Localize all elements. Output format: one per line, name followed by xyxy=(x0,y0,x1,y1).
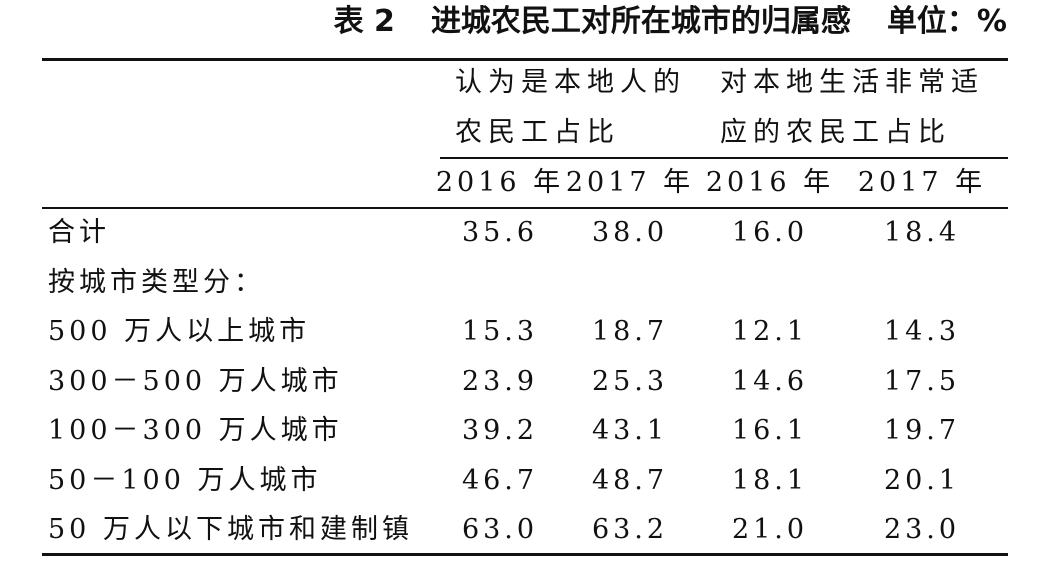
cell: 48.7 xyxy=(591,464,669,496)
cell: 14.6 xyxy=(731,365,809,397)
row-label: 500 万人以上城市 xyxy=(48,316,311,347)
cell: 16.0 xyxy=(731,217,809,248)
cell: 43.1 xyxy=(591,415,669,446)
unit: 单位：% xyxy=(886,4,1007,39)
cell: 18.7 xyxy=(591,316,669,347)
cell: 39.2 xyxy=(461,415,539,446)
column-header: 2016 年 xyxy=(435,167,565,198)
table-label: 表 2 xyxy=(333,4,395,39)
column-header: 2017 年 xyxy=(565,167,695,198)
cell: 38.0 xyxy=(591,217,669,248)
cell: 20.1 xyxy=(883,464,961,496)
cell: 12.1 xyxy=(731,316,809,347)
group-header: 认为是本地人的农民工占比 xyxy=(455,67,686,148)
title: 表 2 进城农民工对所在城市的归属感 单位：% xyxy=(334,0,1007,44)
head-rule xyxy=(42,207,1008,209)
cell: 15.3 xyxy=(461,316,539,347)
cell: 46.7 xyxy=(461,464,539,496)
cell: 16.1 xyxy=(731,415,809,446)
cell: 25.3 xyxy=(591,365,669,397)
cell: 63.0 xyxy=(461,514,539,545)
table-title: 进城农民工对所在城市的归属感 xyxy=(430,4,851,39)
cell: 23.0 xyxy=(883,514,961,545)
cell: 14.3 xyxy=(883,316,961,347)
column-header: 2017 年 xyxy=(857,167,987,198)
mid-rule xyxy=(440,157,1008,159)
row-label: 300－500 万人城市 xyxy=(48,365,343,397)
cell: 35.6 xyxy=(461,217,539,248)
row-label: 100－300 万人城市 xyxy=(48,415,343,446)
top-rule xyxy=(42,58,1008,61)
cell: 18.1 xyxy=(731,464,809,496)
row-label: 按城市类型分： xyxy=(48,266,265,298)
row-label: 50 万人以下城市和建制镇 xyxy=(48,514,413,545)
cell: 21.0 xyxy=(731,514,809,545)
cell: 23.9 xyxy=(461,365,539,397)
cell: 18.4 xyxy=(883,217,961,248)
column-header: 2016 年 xyxy=(705,167,835,198)
row-label: 合计 xyxy=(48,217,110,248)
bottom-rule xyxy=(42,553,1008,556)
cell: 19.7 xyxy=(883,415,961,446)
cell: 17.5 xyxy=(883,365,961,397)
row-label: 50－100 万人城市 xyxy=(48,464,322,496)
cell: 63.2 xyxy=(591,514,669,545)
group-header: 对本地生活非常适应的农民工占比 xyxy=(720,67,984,148)
